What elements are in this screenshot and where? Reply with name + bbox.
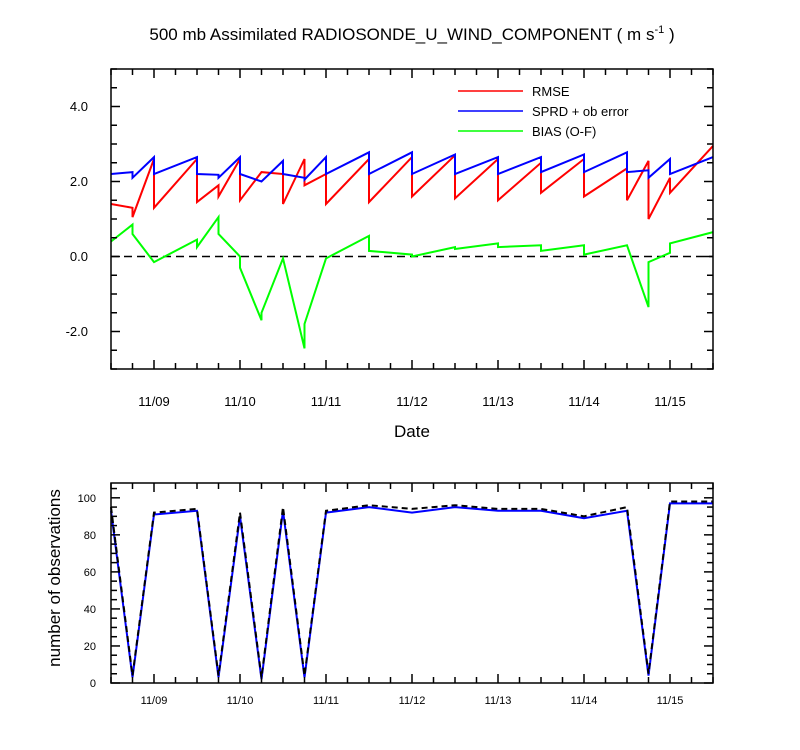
legend-label-sprd: SPRD + ob error [532, 104, 629, 119]
x-tick-label: 11/14 [571, 695, 598, 707]
legend-label-bias: BIAS (O-F) [532, 124, 596, 139]
bottom-y-tick-labels: 0 20 40 60 80 100 [78, 493, 96, 690]
series-line-obs-possible [110, 500, 713, 678]
bottom-x-tick-labels: 11/09 11/10 11/11 11/12 11/13 11/14 11/15 [141, 695, 684, 707]
chart-title-end: ) [664, 25, 674, 44]
y-tick-label: 80 [84, 530, 96, 542]
chart-title: 500 mb Assimilated RADIOSONDE_U_WIND_COM… [149, 24, 674, 44]
y-tick-label: 60 [84, 567, 96, 579]
x-tick-label: 11/09 [138, 394, 170, 409]
y-tick-label: -2.0 [66, 324, 88, 339]
series-line-obs-used [110, 502, 713, 680]
chart-title-superscript: -1 [654, 24, 664, 36]
x-tick-label: 11/13 [485, 695, 512, 707]
x-tick-label: 11/13 [482, 394, 514, 409]
x-tick-label: 11/09 [141, 695, 168, 707]
x-tick-label: 11/11 [311, 394, 342, 409]
x-tick-label: 11/12 [399, 695, 426, 707]
bottom-series-group [110, 500, 713, 680]
x-tick-label: 11/14 [568, 394, 600, 409]
x-tick-label: 11/10 [224, 394, 256, 409]
x-tick-label: 11/15 [657, 695, 684, 707]
top-x-tick-labels: 11/09 11/10 11/11 11/12 11/13 11/14 11/15 [138, 394, 686, 409]
x-tick-label: 11/12 [396, 394, 428, 409]
x-tick-label: 11/10 [227, 695, 254, 707]
x-tick-label: 11/11 [313, 695, 339, 707]
y-tick-label: 40 [84, 604, 96, 616]
y-tick-label: 0.0 [70, 249, 88, 264]
top-y-tick-labels: -2.0 0.0 2.0 4.0 [66, 99, 88, 339]
top-plot-area: -2.00.02.04.0 11/09 11/10 11/11 11/12 11/13 1… [66, 68, 714, 409]
y-tick-label: 4.0 [70, 99, 88, 114]
y-axis-label-observations: number of observations [45, 489, 64, 667]
series-line-sprd-ob-error [110, 150, 714, 183]
y-tick-label: 2.0 [70, 174, 88, 189]
y-tick-label: 20 [84, 641, 96, 653]
x-axis-label: Date [394, 422, 430, 441]
y-tick-label: 0 [90, 678, 96, 690]
chart-title-main: 500 mb Assimilated RADIOSONDE_U_WIND_COM… [149, 25, 654, 44]
legend-label-rmse: RMSE [532, 84, 570, 99]
y-tick-label: 100 [78, 493, 96, 505]
legend: RMSE SPRD + ob error BIAS (O-F) [458, 84, 629, 139]
x-tick-label: 11/15 [654, 394, 686, 409]
top-series-group [110, 145, 714, 349]
top-axis-ticks [110, 68, 714, 370]
bottom-axis-ticks [110, 483, 714, 684]
series-line-bias-o-f [110, 213, 714, 349]
